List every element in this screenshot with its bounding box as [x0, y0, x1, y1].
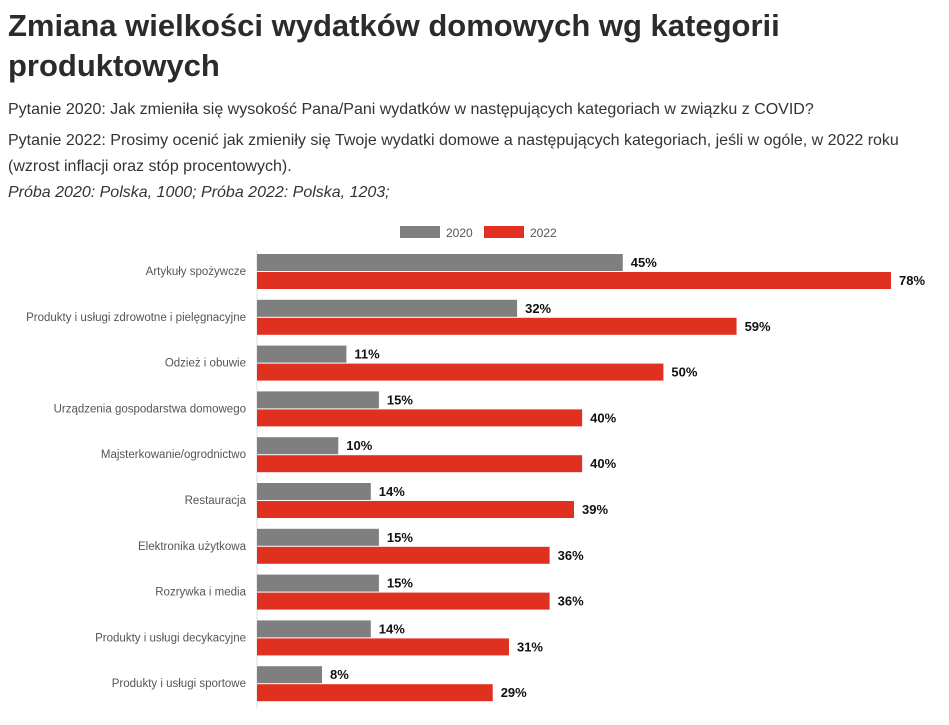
bar-2022	[257, 409, 583, 427]
category-label: Odzież i obuwie	[165, 358, 246, 370]
bar-2022	[257, 272, 891, 289]
bar-2020	[257, 528, 379, 546]
bar-2022	[257, 363, 664, 381]
data-label-2022: 40%	[590, 410, 616, 425]
category-label: Rozrywka i media	[155, 587, 246, 599]
data-label-2020: 32%	[525, 301, 551, 316]
data-label-2020: 14%	[379, 484, 405, 499]
question-2022: Pytanie 2022: Prosimy ocenić jak zmienił…	[8, 132, 899, 175]
category-label: Produkty i usługi sportowe	[112, 678, 246, 690]
category-label: Majsterkowanie/ogrodnictwo	[101, 449, 246, 461]
data-label-2020: 45%	[631, 255, 657, 270]
bar-2022	[257, 592, 550, 610]
data-label-2022: 39%	[582, 502, 608, 517]
bar-2022	[257, 455, 583, 473]
bar-2022	[257, 684, 493, 702]
sample-info: Próba 2020: Polska, 1000; Próba 2022: Po…	[8, 184, 390, 201]
bar-2022	[257, 501, 574, 518]
bar-2020	[257, 620, 371, 638]
legend-label-2020: 2020	[446, 226, 473, 240]
data-label-2022: 78%	[899, 273, 925, 288]
category-label: Artykuły spożywcze	[146, 266, 246, 278]
page-title: Zmiana wielkości wydatków domowych wg ka…	[8, 8, 780, 83]
bar-2020	[257, 666, 323, 684]
bar-2020	[257, 574, 379, 592]
data-label-2020: 10%	[346, 438, 372, 453]
data-label-2020: 8%	[330, 667, 349, 682]
data-label-2020: 14%	[379, 621, 405, 636]
category-label: Urządzenia gospodarstwa domowego	[54, 403, 246, 415]
bar-chart: 2020 2022 Artykuły spożywcze 45% 78% Produkty…	[26, 226, 925, 708]
data-label-2022: 59%	[745, 319, 771, 334]
category-label: Restauracja	[185, 495, 247, 507]
bar-2022	[257, 638, 509, 656]
data-label-2020: 15%	[387, 530, 413, 545]
data-label-2020: 15%	[387, 576, 413, 591]
bar-2020	[257, 345, 347, 363]
legend-label-2022: 2022	[530, 226, 557, 240]
data-label-2022: 29%	[501, 685, 527, 700]
data-label-2022: 50%	[671, 365, 697, 380]
bar-2020	[257, 391, 379, 409]
data-label-2022: 40%	[590, 456, 616, 471]
question-2020: Pytanie 2020: Jak zmieniła się wysokość …	[8, 101, 814, 118]
legend-swatch-2022	[484, 226, 524, 238]
category-label: Elektronika użytkowa	[138, 541, 247, 553]
legend-swatch-2020	[400, 226, 440, 238]
bar-2022	[257, 317, 737, 335]
bar-2022	[257, 546, 550, 564]
data-label-2020: 11%	[354, 347, 380, 362]
data-label-2022: 31%	[517, 639, 543, 654]
bar-2020	[257, 299, 518, 317]
bar-2020	[257, 254, 623, 271]
data-label-2022: 36%	[558, 548, 584, 563]
category-label: Produkty i usługi decykacyjne	[95, 632, 246, 644]
data-label-2020: 15%	[387, 392, 413, 407]
bar-2020	[257, 437, 339, 455]
category-label: Produkty i usługi zdrowotne i pielęgnacy…	[26, 312, 246, 324]
bar-2020	[257, 483, 371, 500]
data-label-2022: 36%	[558, 594, 584, 609]
